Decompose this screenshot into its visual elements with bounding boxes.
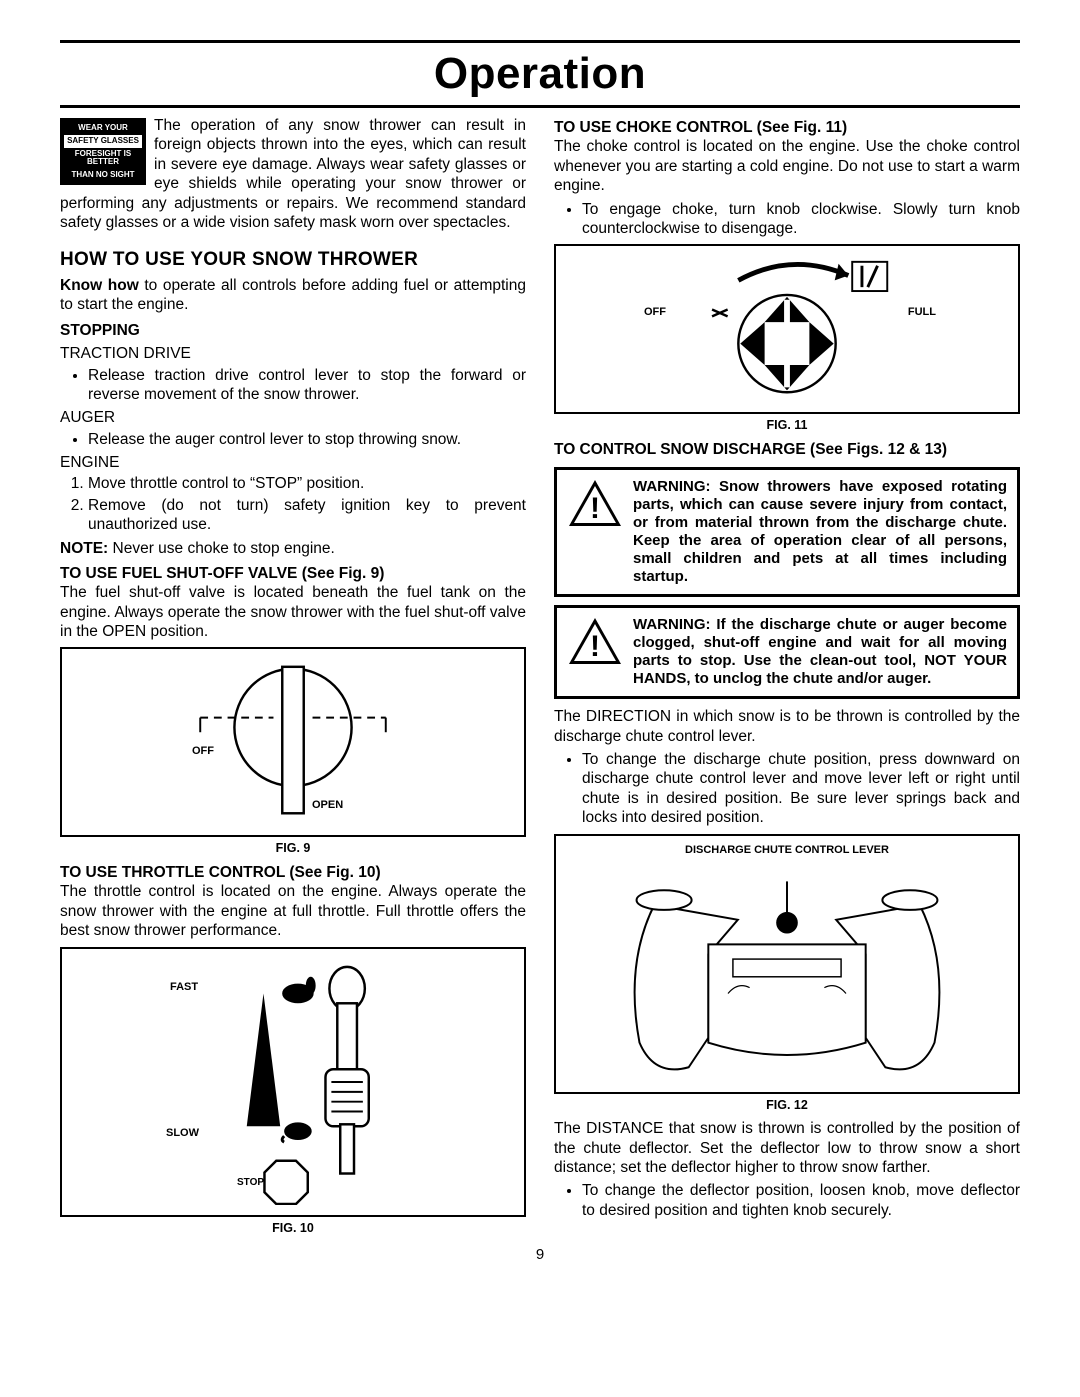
fig11-full-label: FULL	[908, 306, 936, 320]
badge-line-1: WEAR YOUR	[64, 122, 142, 134]
fuel-valve-text: The fuel shut-off valve is located benea…	[60, 583, 526, 641]
badge-line-4: THAN NO SIGHT	[64, 169, 142, 181]
intro-block: WEAR YOUR SAFETY GLASSES FORESIGHT IS BE…	[60, 116, 526, 236]
figure-11-box: OFF FULL	[554, 244, 1020, 414]
warning-2-text: WARNING: If the discharge chute or auger…	[633, 616, 1007, 688]
traction-bullet: Release traction drive control lever to …	[88, 366, 526, 405]
safety-glasses-badge: WEAR YOUR SAFETY GLASSES FORESIGHT IS BE…	[60, 118, 146, 185]
engine-step-2: Remove (do not turn) safety ignition key…	[88, 496, 526, 535]
note-lead: NOTE:	[60, 540, 108, 557]
distance-list: To change the deflector position, loosen…	[554, 1181, 1020, 1220]
distance-text: The DISTANCE that snow is thrown is cont…	[554, 1119, 1020, 1177]
choke-heading: TO USE CHOKE CONTROL (See Fig. 11)	[554, 118, 1020, 137]
choke-text: The choke control is located on the engi…	[554, 137, 1020, 195]
know-how-lead: Know how	[60, 277, 139, 294]
stopping-heading: STOPPING	[60, 321, 526, 340]
direction-bullet: To change the discharge chute position, …	[582, 750, 1020, 828]
choke-bullet: To engage choke, turn knob clockwise. Sl…	[582, 200, 1020, 239]
fig9-open-label: OPEN	[312, 799, 343, 813]
figure-12-svg	[566, 846, 1008, 1082]
discharge-heading: TO CONTROL SNOW DISCHARGE (See Figs. 12 …	[554, 440, 1020, 459]
engine-step-1: Move throttle control to “STOP” position…	[88, 474, 526, 493]
direction-list: To change the discharge chute position, …	[554, 750, 1020, 828]
svg-text:!: !	[590, 630, 600, 663]
warning-1-text: WARNING: Snow throwers have exposed rota…	[633, 478, 1007, 586]
note-paragraph: NOTE: Never use choke to stop engine.	[60, 539, 526, 558]
figure-11-caption: FIG. 11	[554, 418, 1020, 434]
badge-line-2: SAFETY GLASSES	[64, 134, 142, 147]
know-how-paragraph: Know how to operate all controls before …	[60, 276, 526, 315]
direction-text: The DIRECTION in which snow is to be thr…	[554, 707, 1020, 746]
note-rest: Never use choke to stop engine.	[108, 540, 335, 557]
right-column: TO USE CHOKE CONTROL (See Fig. 11) The c…	[554, 116, 1020, 1242]
figure-9-caption: FIG. 9	[60, 841, 526, 857]
auger-list: Release the auger control lever to stop …	[60, 430, 526, 449]
warning-box-1: ! WARNING: Snow throwers have exposed ro…	[554, 467, 1020, 597]
figure-9-svg	[72, 659, 514, 825]
traction-drive-heading: TRACTION DRIVE	[60, 344, 526, 363]
throttle-text: The throttle control is located on the e…	[60, 882, 526, 940]
warning-box-2: ! WARNING: If the discharge chute or aug…	[554, 605, 1020, 699]
fuel-valve-heading: TO USE FUEL SHUT-OFF VALVE (See Fig. 9)	[60, 564, 526, 583]
figure-11-svg	[566, 256, 1008, 402]
fig12-label: DISCHARGE CHUTE CONTROL LEVER	[556, 844, 1018, 856]
fig11-off-label: OFF	[644, 306, 666, 320]
badge-line-3: FORESIGHT IS BETTER	[64, 148, 142, 169]
page-number: 9	[60, 1246, 1020, 1263]
columns: WEAR YOUR SAFETY GLASSES FORESIGHT IS BE…	[60, 116, 1020, 1242]
distance-bullet: To change the deflector position, loosen…	[582, 1181, 1020, 1220]
figure-12-caption: FIG. 12	[554, 1098, 1020, 1114]
left-column: WEAR YOUR SAFETY GLASSES FORESIGHT IS BE…	[60, 116, 526, 1242]
engine-list: Move throttle control to “STOP” position…	[60, 474, 526, 534]
fig10-fast-label: FAST	[170, 981, 198, 995]
figure-12-box: DISCHARGE CHUTE CONTROL LEVER	[554, 834, 1020, 1094]
fig9-off-label: OFF	[192, 745, 214, 759]
throttle-heading: TO USE THROTTLE CONTROL (See Fig. 10)	[60, 863, 526, 882]
page-title: Operation	[60, 49, 1020, 99]
top-rule	[60, 40, 1020, 43]
fig10-stop-label: STOP	[237, 1177, 264, 1190]
warning-icon: !	[567, 616, 623, 666]
engine-heading: ENGINE	[60, 453, 526, 472]
figure-10-box: FAST SLOW STOP	[60, 947, 526, 1217]
choke-list: To engage choke, turn knob clockwise. Sl…	[554, 200, 1020, 239]
auger-heading: AUGER	[60, 408, 526, 427]
how-to-use-heading: HOW TO USE YOUR SNOW THROWER	[60, 248, 526, 272]
figure-9-box: OFF OPEN	[60, 647, 526, 837]
warning-icon: !	[567, 478, 623, 528]
figure-10-caption: FIG. 10	[60, 1221, 526, 1237]
fig10-slow-label: SLOW	[166, 1127, 199, 1141]
figure-10-svg	[72, 959, 514, 1205]
title-wrap: Operation	[60, 47, 1020, 108]
svg-text:!: !	[590, 492, 600, 525]
auger-bullet: Release the auger control lever to stop …	[88, 430, 526, 449]
traction-list: Release traction drive control lever to …	[60, 366, 526, 405]
